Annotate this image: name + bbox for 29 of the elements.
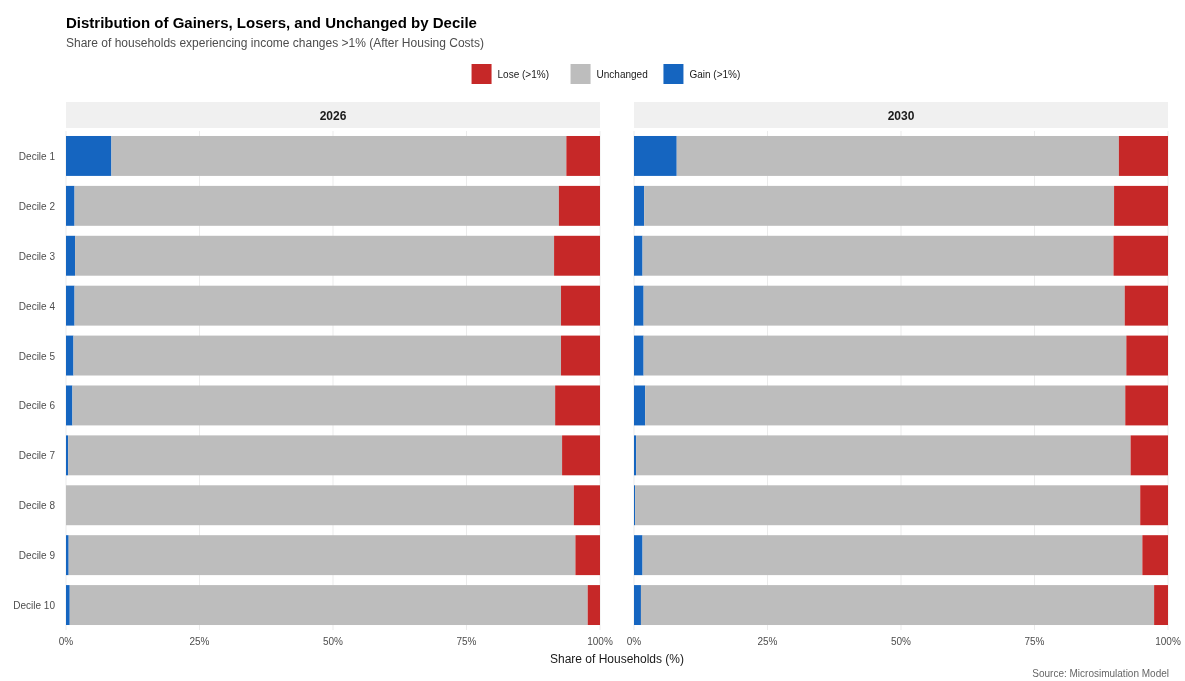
chart-subtitle: Share of households experiencing income changes >1% (After Housing Costs) xyxy=(66,36,484,50)
legend-label: Gain (>1%) xyxy=(689,69,741,80)
x-axis-title: Share of Households (%) xyxy=(549,652,685,666)
y-tick-label: Decile 2 xyxy=(18,200,56,212)
y-tick-label: Decile 1 xyxy=(18,150,56,162)
y-tick-label: Decile 4 xyxy=(18,300,56,312)
y-tick-label: Decile 6 xyxy=(18,400,56,412)
x-tick-label: 75% xyxy=(456,636,477,647)
text: 2026 xyxy=(319,109,347,123)
y-tick-label: Decile 5 xyxy=(18,350,56,362)
y-tick-label: Decile 10 xyxy=(13,600,56,612)
y-tick-label: Decile 3 xyxy=(18,250,56,262)
legend-label: Lose (>1%) xyxy=(497,69,549,80)
x-tick-label: 25% xyxy=(757,636,778,647)
x-tick-label: 50% xyxy=(890,636,912,647)
chart-title: Distribution of Gainers, Losers, and Unchanged by Decile xyxy=(66,14,477,31)
x-tick-label: 100% xyxy=(587,636,613,647)
text: 2030 xyxy=(887,109,915,123)
x-tick-label: 0% xyxy=(58,636,74,647)
x-tick-label: 0% xyxy=(626,636,642,647)
y-tick-label: Decile 8 xyxy=(18,500,56,512)
x-tick-label: 75% xyxy=(1024,636,1045,647)
legend-label: Unchanged xyxy=(596,69,648,80)
y-tick-label: Decile 9 xyxy=(18,550,56,562)
x-tick-label: 25% xyxy=(189,636,210,647)
y-tick-label: Decile 7 xyxy=(18,450,56,462)
source-note: Source: Microsimulation Model xyxy=(1032,668,1169,679)
x-tick-label: 50% xyxy=(322,636,344,647)
x-tick-label: 100% xyxy=(1155,636,1181,647)
